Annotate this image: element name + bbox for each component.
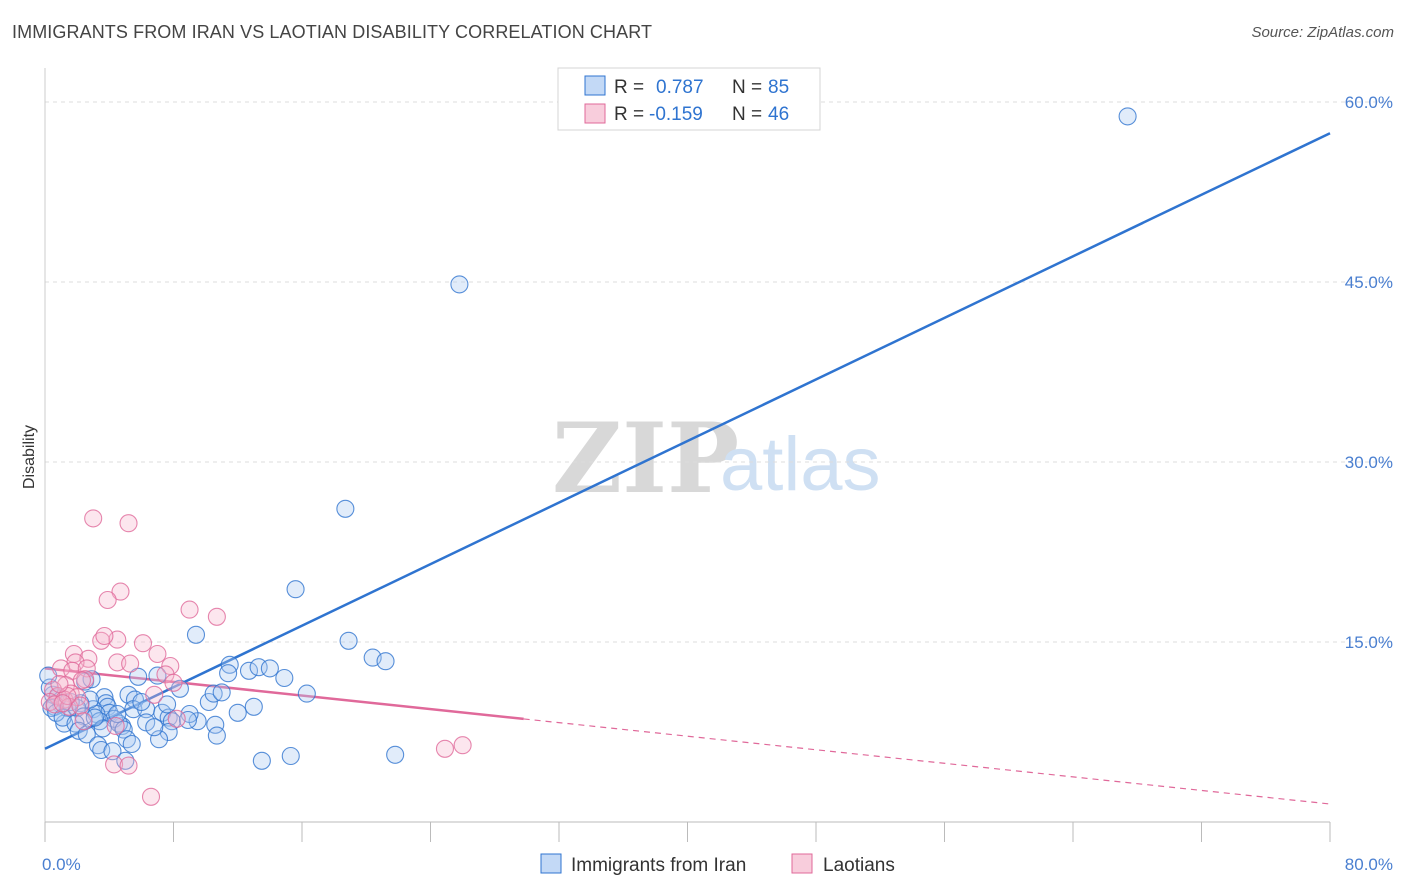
laotian-point-4: [180, 600, 199, 619]
y-tick-label-1: 30.0%: [1345, 453, 1393, 472]
laotian-point-44: [453, 736, 472, 755]
iran-point-10: [239, 661, 259, 680]
trend-line-ext-1: [523, 718, 1331, 805]
iran-point-4: [339, 631, 358, 650]
chart-title: IMMIGRANTS FROM IRAN VS LAOTIAN DISABILI…: [12, 22, 653, 42]
iran-point-0: [1118, 107, 1137, 126]
iran-point-79: [145, 718, 164, 737]
axes: [44, 68, 1331, 842]
laotian-point-43: [435, 739, 455, 758]
laotian-point-35: [106, 716, 125, 736]
iran-point-2: [336, 499, 355, 518]
iran-point-12: [260, 659, 279, 678]
stats-swatch-blue: [584, 75, 606, 96]
source-credit: Source: ZipAtlas.com: [1251, 24, 1394, 41]
stats-n-label-1: N =: [732, 77, 762, 98]
iran-point-32: [149, 730, 169, 749]
iran-point-31: [159, 722, 178, 742]
iran-point-68: [103, 742, 122, 761]
laotian-point-5: [207, 607, 226, 626]
iran-point-14: [297, 684, 316, 703]
stats-legend: R = 0.787 N = 85 R = -0.159 N = 46: [557, 67, 821, 131]
laotian-point-24: [72, 671, 91, 690]
legend-label-iran: Immigrants from Iran: [571, 855, 746, 876]
laotian-point-30: [40, 692, 59, 712]
iran-point-13: [275, 668, 294, 688]
laotian-point-1: [119, 514, 138, 533]
y-tick-label-2: 45.0%: [1345, 273, 1393, 292]
y-axis-label: Disability: [21, 425, 38, 489]
iran-point-70: [117, 730, 136, 749]
laotian-point-34: [167, 709, 186, 728]
iran-point-6: [376, 652, 395, 671]
stats-n-value-2: 46: [768, 104, 789, 125]
legend-swatch-laotians: [791, 853, 813, 874]
laotian-point-41: [119, 756, 138, 775]
stats-r-label-1: R =: [614, 77, 644, 98]
laotian-point-2: [111, 582, 130, 601]
laotian-point-42: [141, 787, 161, 806]
iran-point-9: [219, 664, 238, 683]
iran-point-76: [129, 667, 148, 686]
stats-r-label-2: R =: [614, 104, 644, 125]
laotian-point-17: [52, 659, 71, 678]
legend-swatch-iran: [540, 853, 562, 874]
x-tick-label-0: 0.0%: [42, 855, 81, 874]
iran-point-72: [252, 751, 271, 770]
laotian-point-45: [74, 712, 93, 731]
grid: [45, 101, 1392, 643]
laotian-point-9: [133, 634, 153, 653]
trend-lines: [44, 132, 1331, 805]
watermark-atlas: atlas: [720, 422, 881, 507]
iran-point-27: [162, 712, 181, 731]
iran-point-77: [158, 695, 177, 714]
stats-swatch-pink: [584, 103, 606, 124]
tick-labels: 15.0% 30.0% 45.0% 60.0% 0.0% 80.0%: [42, 93, 1393, 874]
stats-n-label-2: N =: [732, 104, 762, 125]
data-points: [39, 107, 1137, 806]
y-tick-label-3: 60.0%: [1345, 93, 1393, 112]
iran-point-33: [207, 726, 226, 745]
iran-point-1: [450, 275, 469, 294]
laotian-point-3: [98, 590, 117, 610]
series-legend: Immigrants from Iran Laotians: [540, 853, 895, 876]
laotian-point-14: [108, 653, 127, 672]
laotian-point-40: [105, 755, 124, 774]
iran-point-69: [116, 751, 135, 770]
iran-point-75: [244, 697, 263, 716]
y-tick-label-0: 15.0%: [1345, 633, 1393, 652]
iran-point-7: [186, 625, 206, 644]
laotian-point-38: [145, 685, 164, 704]
watermark-zip: ZIP: [552, 402, 739, 515]
laotian-point-15: [121, 654, 140, 673]
laotian-point-33: [71, 696, 90, 715]
legend-label-laotians: Laotians: [823, 855, 895, 876]
laotian-point-39: [53, 694, 72, 713]
stats-n-value-1: 85: [768, 77, 789, 98]
iran-point-3: [286, 580, 305, 599]
stats-r-value-2: -0.159: [649, 104, 703, 125]
stats-r-value-1: 0.787: [656, 77, 704, 98]
iran-point-17: [199, 692, 218, 712]
trend-line-0: [44, 132, 1331, 750]
laotian-point-22: [164, 673, 183, 692]
laotian-point-0: [84, 509, 103, 528]
laotian-point-10: [148, 644, 167, 664]
iran-point-74: [386, 745, 405, 764]
laotian-point-8: [95, 626, 114, 646]
iran-point-71: [122, 734, 141, 754]
iran-point-73: [281, 746, 300, 766]
iran-point-20: [228, 703, 247, 722]
iran-point-83: [82, 670, 101, 689]
iran-point-19: [212, 683, 231, 702]
x-tick-label-1: 80.0%: [1345, 855, 1393, 874]
iran-point-82: [85, 708, 104, 727]
watermark: ZIP atlas: [552, 402, 881, 515]
laotian-point-37: [50, 674, 69, 694]
laotian-point-7: [92, 631, 111, 650]
trend-line-1: [44, 667, 524, 721]
